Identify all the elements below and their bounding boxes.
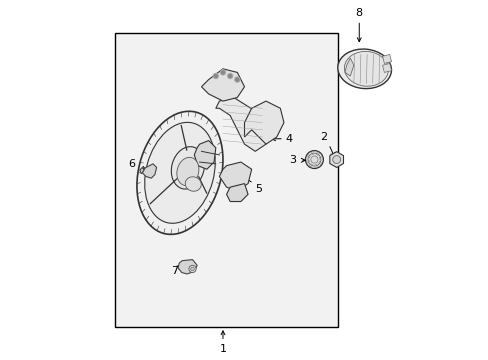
Ellipse shape — [337, 49, 391, 89]
Circle shape — [190, 267, 194, 271]
Text: 1: 1 — [219, 343, 226, 354]
Circle shape — [310, 156, 317, 163]
Ellipse shape — [177, 157, 199, 186]
Text: 8: 8 — [355, 8, 362, 18]
Polygon shape — [344, 58, 353, 76]
Circle shape — [188, 265, 196, 273]
Text: 6: 6 — [128, 159, 135, 169]
Polygon shape — [215, 98, 269, 151]
Polygon shape — [382, 63, 391, 72]
Circle shape — [234, 77, 239, 82]
Circle shape — [221, 71, 224, 74]
Ellipse shape — [344, 51, 387, 86]
Ellipse shape — [144, 122, 215, 223]
Text: 5: 5 — [255, 184, 262, 194]
Circle shape — [214, 75, 217, 77]
Polygon shape — [178, 260, 197, 274]
Circle shape — [227, 73, 232, 78]
Ellipse shape — [137, 111, 223, 234]
Circle shape — [307, 153, 320, 166]
Circle shape — [332, 156, 340, 163]
Polygon shape — [194, 140, 215, 169]
Text: 4: 4 — [285, 134, 292, 144]
Circle shape — [220, 70, 225, 75]
Polygon shape — [142, 164, 156, 178]
Circle shape — [235, 78, 238, 81]
Circle shape — [228, 75, 231, 77]
Text: 3: 3 — [289, 155, 296, 165]
Bar — [115, 33, 337, 327]
Circle shape — [213, 73, 218, 78]
Circle shape — [305, 150, 323, 168]
Polygon shape — [226, 184, 247, 202]
Polygon shape — [219, 162, 251, 191]
Polygon shape — [382, 54, 391, 63]
Ellipse shape — [185, 177, 201, 191]
Polygon shape — [329, 152, 343, 167]
Polygon shape — [201, 69, 244, 101]
Text: 2: 2 — [319, 132, 326, 142]
Polygon shape — [140, 167, 144, 174]
Ellipse shape — [171, 147, 204, 189]
Text: 7: 7 — [171, 266, 178, 276]
Polygon shape — [244, 101, 284, 144]
